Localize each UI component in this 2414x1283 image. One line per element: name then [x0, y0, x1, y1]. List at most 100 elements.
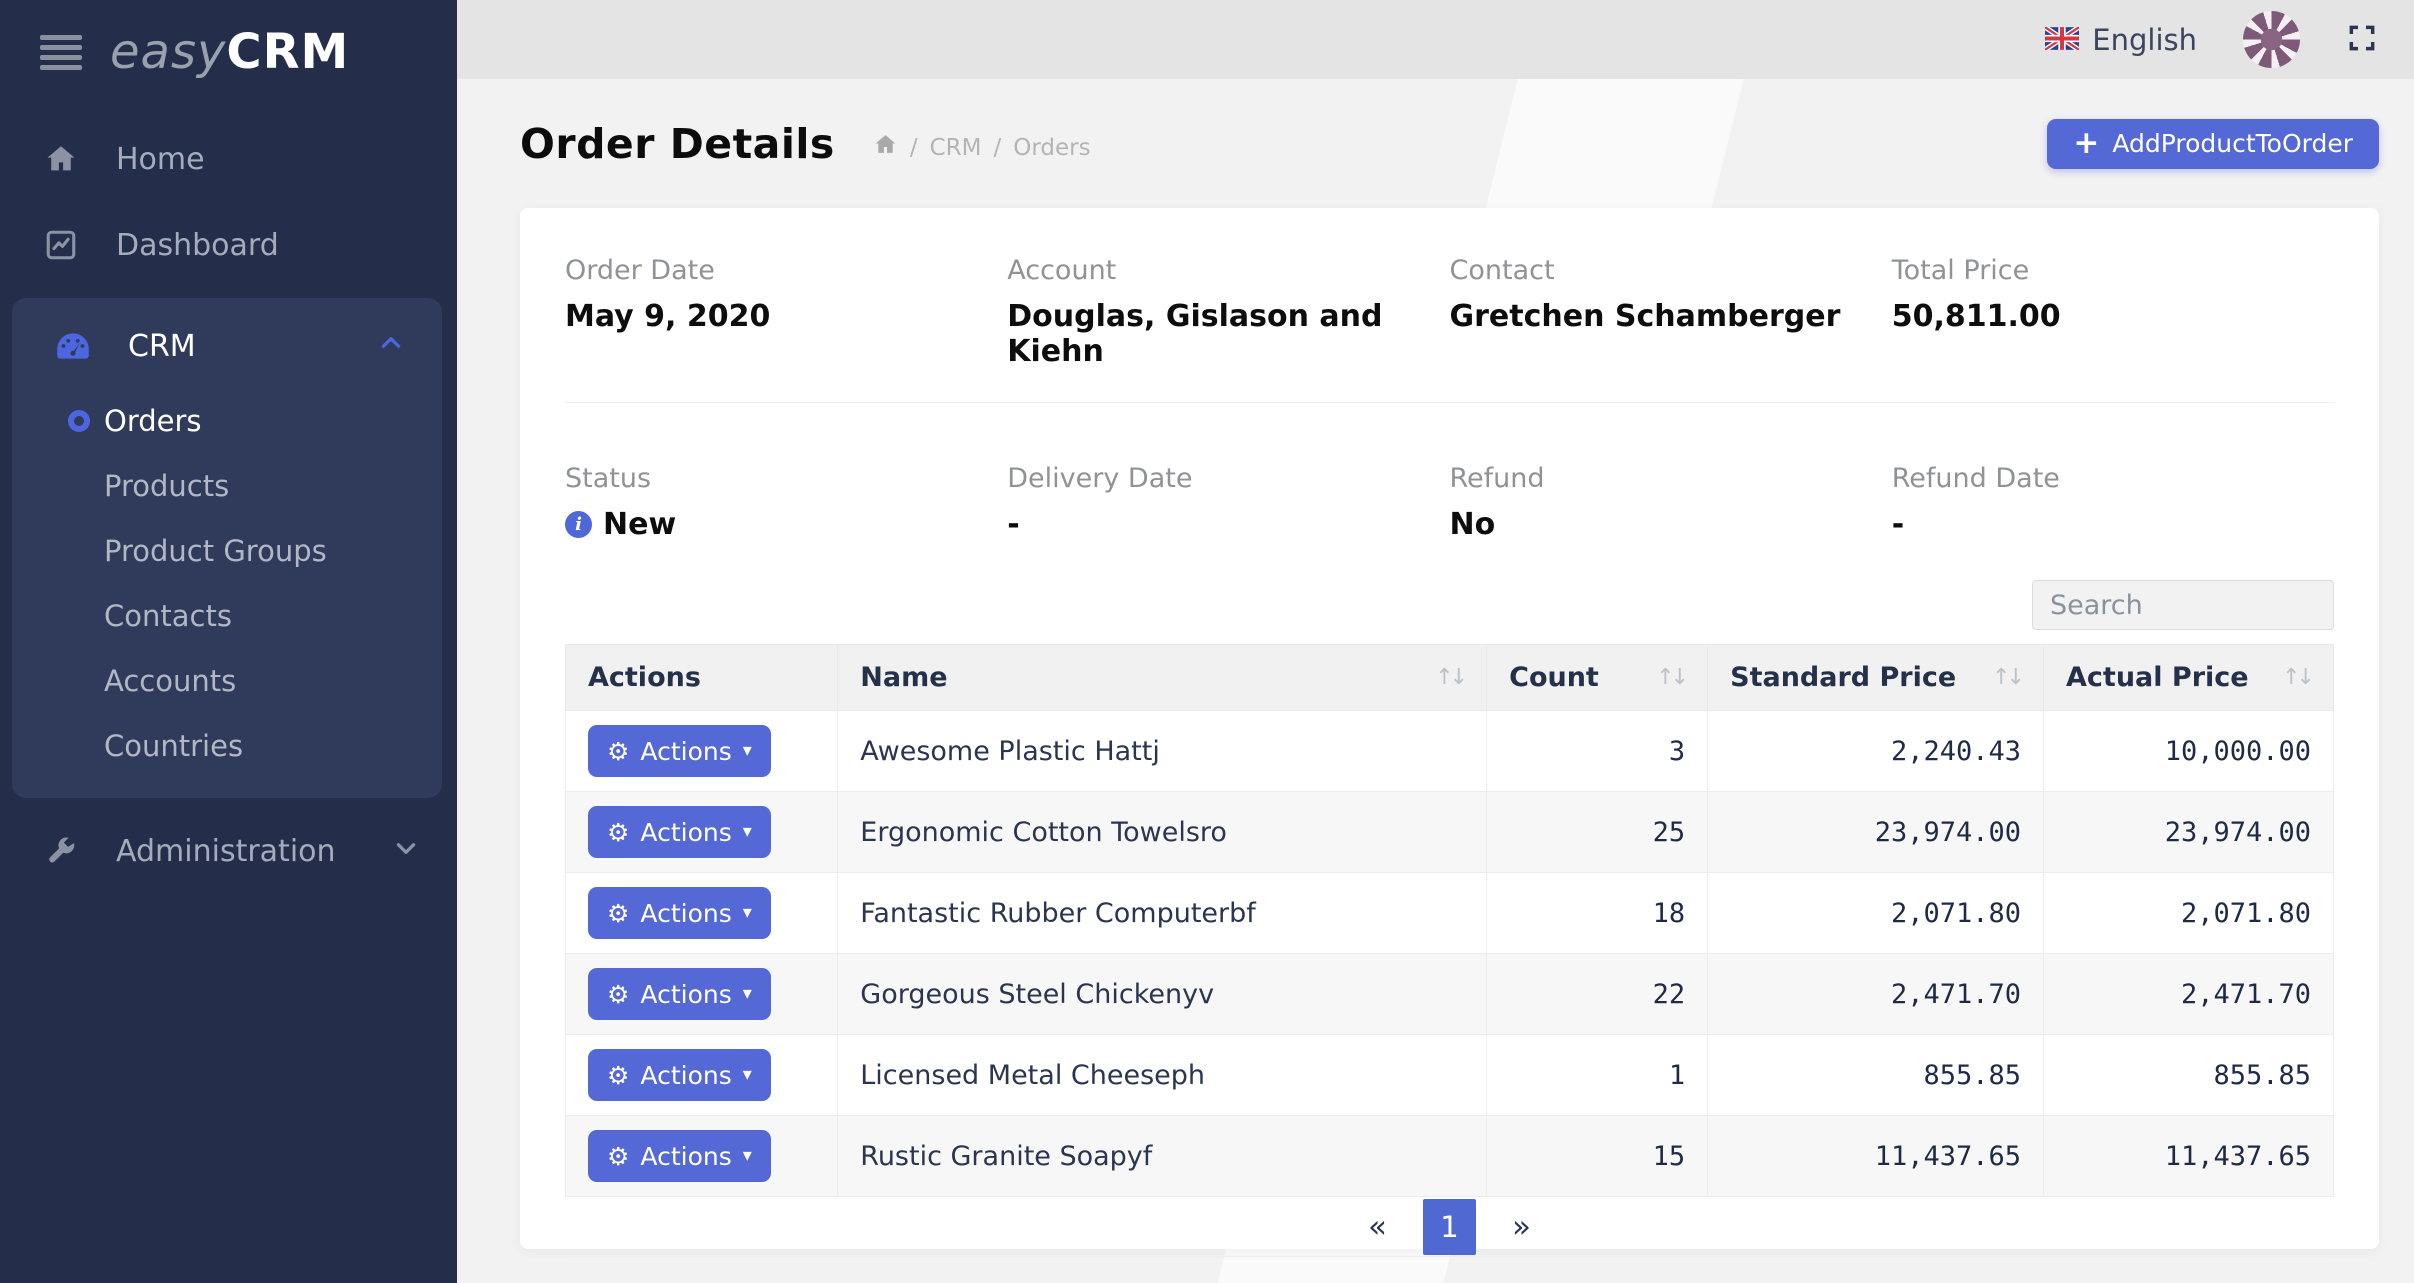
breadcrumb-home-icon[interactable]	[873, 132, 898, 163]
field-contact: Contact Gretchen Schamberger	[1450, 255, 1892, 369]
sidebar-item-crm[interactable]: CRM	[12, 304, 442, 388]
gear-icon: ⚙	[607, 898, 630, 928]
column-header-actions: Actions	[564, 644, 839, 711]
gear-icon: ⚙	[607, 736, 630, 766]
sidebar-item-product-groups[interactable]: Product Groups	[12, 518, 442, 583]
sidebar-item-accounts[interactable]: Accounts	[12, 648, 442, 713]
breadcrumb-orders[interactable]: Orders	[1013, 134, 1091, 161]
row-actions-button[interactable]: ⚙ Actions ▾	[588, 968, 771, 1020]
caret-down-icon: ▾	[742, 740, 752, 761]
column-header-count[interactable]: Count ↑↓	[1486, 644, 1709, 711]
pagination-next-button[interactable]: »	[1506, 1208, 1537, 1246]
field-value: No	[1449, 507, 1496, 542]
menu-toggle-icon[interactable]	[40, 34, 82, 70]
wrench-icon	[42, 835, 80, 867]
cell-count: 22	[1486, 953, 1709, 1035]
row-actions-button[interactable]: ⚙ Actions ▾	[588, 887, 771, 939]
pagination: « 1 »	[565, 1197, 2334, 1257]
column-header-actual-price[interactable]: Actual Price ↑↓	[2043, 644, 2334, 711]
gear-icon: ⚙	[607, 1060, 630, 1090]
avatar[interactable]	[2243, 11, 2300, 68]
pagination-prev-button[interactable]: «	[1362, 1208, 1393, 1246]
page-header: Order Details / CRM / Orders + AddProduc…	[457, 79, 2414, 208]
brand-logo[interactable]: easyCRM	[110, 28, 349, 76]
cell-actual-price: 2,471.70	[2043, 953, 2334, 1035]
field-value: 50,811.00	[1891, 299, 2061, 334]
cell-actual-price: 11,437.65	[2043, 1115, 2334, 1197]
sidebar-item-label: CRM	[128, 328, 196, 364]
cell-standard-price: 855.85	[1707, 1034, 2045, 1116]
cell-name: Rustic Granite Soapyf	[837, 1115, 1488, 1197]
field-refund-date: Refund Date -	[1892, 463, 2334, 542]
cell-standard-price: 2,471.70	[1707, 953, 2045, 1035]
field-label: Status	[565, 463, 652, 494]
cell-name: Fantastic Rubber Computerbf	[837, 872, 1488, 954]
gear-icon: ⚙	[607, 979, 630, 1009]
sidebar-group-crm: CRM Orders Products Product Groups Conta…	[12, 298, 442, 798]
cell-standard-price: 2,071.80	[1707, 872, 2045, 954]
pagination-page-1[interactable]: 1	[1423, 1198, 1476, 1255]
search-input[interactable]	[2032, 580, 2334, 630]
sidebar-item-products[interactable]: Products	[12, 453, 442, 518]
field-status: Status i New	[565, 463, 1007, 542]
field-total-price: Total Price 50,811.00	[1892, 255, 2334, 369]
row-actions-button[interactable]: ⚙ Actions ▾	[588, 806, 771, 858]
field-value: Gretchen Schamberger	[1449, 299, 1841, 334]
uk-flag-icon	[2043, 23, 2081, 57]
sort-icon[interactable]: ↑↓	[2282, 665, 2315, 690]
page-title: Order Details	[520, 119, 835, 168]
breadcrumb-separator: /	[909, 134, 918, 161]
field-value: i New	[565, 507, 1007, 542]
gear-icon: ⚙	[607, 817, 630, 847]
table-toolbar	[565, 580, 2334, 630]
cell-count: 25	[1486, 791, 1709, 873]
add-button-label: AddProductToOrder	[2112, 129, 2353, 158]
caret-down-icon: ▾	[742, 821, 752, 842]
main-area: English Order Details / CRM / Ord	[457, 0, 2414, 1283]
breadcrumb-crm[interactable]: CRM	[929, 134, 982, 161]
cell-count: 18	[1486, 872, 1709, 954]
chevron-up-icon	[378, 329, 404, 364]
breadcrumb-separator: /	[993, 134, 1002, 161]
products-table: Actions Name ↑↓ Count ↑↓ Standard Price ↑↓ …	[564, 644, 2334, 1197]
sidebar-item-contacts[interactable]: Contacts	[12, 583, 442, 648]
table-row: ⚙ Actions ▾ Gorgeous Steel Chickenyv 22 2,…	[564, 953, 2334, 1035]
field-delivery-date: Delivery Date -	[1007, 463, 1449, 542]
field-label: Order Date	[565, 255, 715, 286]
sort-icon[interactable]: ↑↓	[1435, 665, 1468, 690]
cell-count: 3	[1486, 710, 1709, 792]
language-selector[interactable]: English	[2043, 23, 2197, 57]
cell-actual-price: 10,000.00	[2043, 710, 2334, 792]
row-actions-button[interactable]: ⚙ Actions ▾	[588, 725, 771, 777]
field-label: Delivery Date	[1007, 463, 1193, 494]
caret-down-icon: ▾	[742, 1145, 752, 1166]
active-dot-icon	[68, 409, 90, 432]
field-value: -	[1891, 507, 1905, 542]
add-product-to-order-button[interactable]: + AddProductToOrder	[2047, 118, 2379, 169]
field-label: Account	[1007, 255, 1117, 286]
sidebar-item-orders[interactable]: Orders	[12, 388, 442, 453]
table-row: ⚙ Actions ▾ Rustic Granite Soapyf 15 11,43…	[564, 1115, 2334, 1197]
cell-standard-price: 23,974.00	[1707, 791, 2045, 873]
fullscreen-button[interactable]	[2346, 22, 2378, 57]
sidebar-item-home[interactable]: Home	[0, 116, 457, 202]
sidebar-item-label: Orders	[104, 403, 202, 438]
sidebar-item-administration[interactable]: Administration	[0, 808, 457, 894]
order-info-row-1: Order Date May 9, 2020 Account Douglas, …	[565, 208, 2334, 402]
caret-down-icon: ▾	[742, 983, 752, 1004]
row-actions-button[interactable]: ⚙ Actions ▾	[588, 1130, 771, 1182]
cell-standard-price: 2,240.43	[1707, 710, 2045, 792]
cell-name: Ergonomic Cotton Towelsro	[837, 791, 1488, 873]
column-header-standard-price[interactable]: Standard Price ↑↓	[1707, 644, 2045, 711]
column-header-name[interactable]: Name ↑↓	[837, 644, 1488, 711]
sort-icon[interactable]: ↑↓	[1992, 665, 2025, 690]
cell-count: 15	[1486, 1115, 1709, 1197]
row-actions-button[interactable]: ⚙ Actions ▾	[588, 1049, 771, 1101]
sort-icon[interactable]: ↑↓	[1656, 665, 1689, 690]
gear-icon: ⚙	[607, 1141, 630, 1171]
gauge-icon	[54, 330, 92, 362]
sidebar-item-dashboard[interactable]: Dashboard	[0, 202, 457, 288]
content: Order Details / CRM / Orders + AddProduc…	[457, 79, 2414, 1283]
sidebar-item-countries[interactable]: Countries	[12, 713, 442, 778]
